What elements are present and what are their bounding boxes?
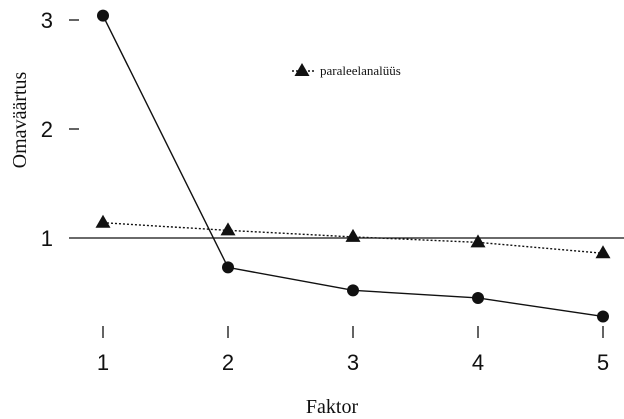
x-axis: 1 2 3 4 5: [97, 326, 609, 375]
series-1-point-2: [222, 261, 234, 274]
y-tick-label-2: 2: [41, 117, 53, 142]
legend-triangle-marker: [294, 63, 310, 76]
x-axis-title: Faktor: [306, 396, 359, 418]
series-2-line: [102, 222, 604, 254]
series-1-point-1: [97, 9, 109, 22]
series-1-point-3: [347, 284, 359, 297]
x-tick-label-3: 3: [347, 350, 359, 375]
series-1-point-5: [597, 310, 609, 323]
legend: paraleelanalüüs: [292, 63, 401, 78]
y-tick-label-1: 1: [41, 226, 53, 251]
series-2-point-4: [470, 234, 486, 248]
y-axis: 3 2 1: [41, 8, 79, 251]
x-tick-label-5: 5: [597, 350, 609, 375]
y-axis-title: Omaväärtus: [9, 71, 31, 168]
legend-label: paraleelanalüüs: [320, 63, 401, 78]
series-2-point-5: [595, 245, 611, 259]
x-tick-label-2: 2: [222, 350, 234, 375]
x-tick-label-1: 1: [97, 350, 109, 375]
series-2-point-1: [95, 214, 111, 228]
series-2-point-3: [345, 228, 361, 242]
series-1-line: [102, 15, 604, 318]
series-2-point-2: [220, 222, 236, 236]
x-tick-label-4: 4: [472, 350, 484, 375]
series-layer: [95, 9, 611, 323]
y-tick-label-3: 3: [41, 8, 53, 33]
series-1-point-4: [472, 291, 484, 304]
